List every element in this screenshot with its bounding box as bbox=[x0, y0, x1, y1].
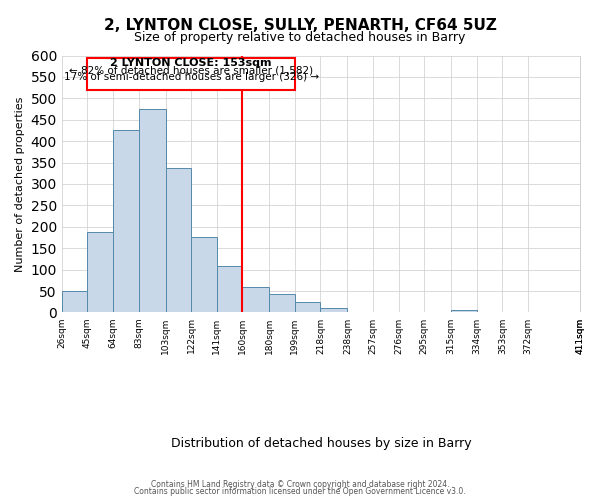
Text: 2 LYNTON CLOSE: 153sqm: 2 LYNTON CLOSE: 153sqm bbox=[110, 58, 272, 68]
Text: Contains public sector information licensed under the Open Government Licence v3: Contains public sector information licen… bbox=[134, 487, 466, 496]
Y-axis label: Number of detached properties: Number of detached properties bbox=[15, 96, 25, 272]
Bar bbox=[242, 286, 269, 312]
Text: 17% of semi-detached houses are larger (326) →: 17% of semi-detached houses are larger (… bbox=[64, 72, 319, 83]
X-axis label: Distribution of detached houses by size in Barry: Distribution of detached houses by size … bbox=[171, 437, 472, 450]
Bar bbox=[217, 266, 242, 312]
Text: ← 82% of detached houses are smaller (1,582): ← 82% of detached houses are smaller (1,… bbox=[69, 66, 313, 76]
Bar bbox=[269, 294, 295, 312]
Text: 2, LYNTON CLOSE, SULLY, PENARTH, CF64 5UZ: 2, LYNTON CLOSE, SULLY, PENARTH, CF64 5U… bbox=[104, 18, 496, 32]
FancyBboxPatch shape bbox=[88, 58, 295, 90]
Bar bbox=[88, 232, 113, 312]
Bar bbox=[295, 302, 320, 312]
Bar bbox=[191, 238, 217, 312]
Bar bbox=[166, 168, 191, 312]
Bar bbox=[320, 308, 347, 312]
Text: Size of property relative to detached houses in Barry: Size of property relative to detached ho… bbox=[134, 31, 466, 44]
Bar bbox=[62, 291, 88, 312]
Bar bbox=[113, 130, 139, 312]
Text: Contains HM Land Registry data © Crown copyright and database right 2024.: Contains HM Land Registry data © Crown c… bbox=[151, 480, 449, 489]
Bar bbox=[139, 109, 166, 312]
Bar bbox=[451, 310, 477, 312]
